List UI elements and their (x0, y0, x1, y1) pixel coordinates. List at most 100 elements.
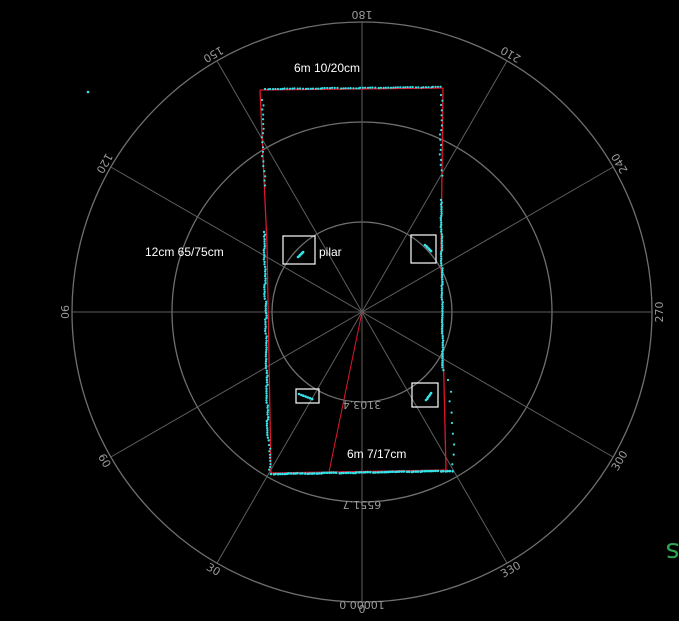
angle-label-90: 90 (58, 305, 71, 319)
scan-point (261, 132, 265, 135)
scan-point (289, 87, 292, 90)
scan-point (263, 270, 267, 273)
scan-point (440, 330, 444, 333)
scan-point (442, 369, 445, 372)
scan-point (389, 470, 392, 474)
scan-point (268, 456, 271, 459)
scan-point (264, 318, 267, 321)
scan-point (317, 87, 320, 90)
scan-point (271, 88, 275, 91)
scan-point (440, 212, 443, 215)
scan-point (281, 472, 285, 476)
scan-point (264, 320, 267, 324)
scan-point (346, 471, 350, 475)
scan-point (263, 179, 266, 182)
scan-point (301, 472, 304, 475)
scan-point (269, 87, 272, 91)
rotation-speed-readout: 5.02r/s (666, 537, 679, 568)
scan-point (441, 343, 444, 347)
scan-point (405, 470, 409, 474)
scan-point (366, 470, 370, 474)
scan-point (321, 471, 324, 475)
scan-point (441, 337, 444, 340)
scan-point (263, 292, 266, 296)
angle-label-30: 30 (204, 561, 223, 579)
scan-point (431, 85, 434, 88)
scan-point (264, 325, 267, 328)
scan-point (263, 274, 267, 278)
scan-point (446, 469, 449, 473)
scan-point (396, 86, 399, 89)
scan-point (304, 472, 307, 475)
top-wall-label: 6m 10/20cm (294, 61, 360, 75)
scan-point (439, 198, 443, 202)
scan-point (286, 87, 289, 90)
scan-point (266, 431, 269, 434)
scan-point (260, 136, 263, 139)
scan-point (302, 394, 305, 398)
scan-point (265, 344, 268, 347)
scan-point (440, 296, 443, 299)
scan-point (330, 471, 333, 474)
scan-point (439, 203, 443, 206)
scan-point (323, 471, 326, 475)
scan-point (265, 381, 269, 384)
scan-point (364, 86, 367, 89)
scan-point (269, 463, 272, 466)
scan-point (440, 208, 443, 211)
scan-point (263, 242, 266, 245)
scan-point (438, 133, 442, 136)
scan-point (265, 337, 268, 340)
scan-point (440, 289, 443, 292)
scan-point (301, 250, 305, 254)
scan-point (265, 394, 268, 398)
scan-point (308, 396, 312, 400)
scan-point (281, 87, 284, 90)
scan-point (325, 471, 329, 475)
scan-point (446, 378, 450, 382)
scan-point (414, 86, 418, 89)
scan-point (262, 164, 265, 168)
scan-point (440, 287, 444, 290)
scan-point (427, 86, 430, 89)
scan-point (347, 87, 350, 90)
scan-point (262, 249, 265, 252)
scan-point (441, 99, 444, 102)
scan-point (417, 86, 420, 89)
scan-point (404, 86, 407, 89)
scan-point (440, 221, 443, 224)
scan-point (308, 472, 312, 475)
scan-point (264, 268, 267, 271)
scan-point (266, 411, 269, 414)
scan-point (263, 265, 267, 269)
scan-point (261, 118, 265, 121)
scan-point (366, 86, 370, 89)
scan-point (399, 86, 402, 89)
scan-point (440, 332, 444, 335)
scan-point (336, 86, 339, 89)
scan-point (441, 352, 444, 356)
scan-point (263, 263, 266, 266)
scan-point (440, 235, 444, 238)
scan-point (441, 359, 444, 362)
scan-point (269, 459, 272, 462)
scan-point (441, 361, 444, 365)
scan-point (441, 312, 444, 315)
scan-point (269, 465, 272, 469)
scan-point (279, 472, 282, 476)
scan-point (440, 291, 444, 295)
scan-point (441, 301, 444, 304)
scan-point (267, 443, 271, 447)
scan-point (387, 86, 390, 89)
angle-label-150: 150 (201, 43, 226, 65)
scan-point (448, 469, 452, 473)
scan-point (264, 281, 267, 285)
scan-point (441, 469, 445, 473)
scan-point (429, 391, 433, 395)
scan-point (441, 174, 444, 177)
scan-point (340, 471, 344, 475)
scan-point (264, 302, 268, 306)
scan-point (441, 267, 444, 270)
scan-point (292, 472, 295, 475)
